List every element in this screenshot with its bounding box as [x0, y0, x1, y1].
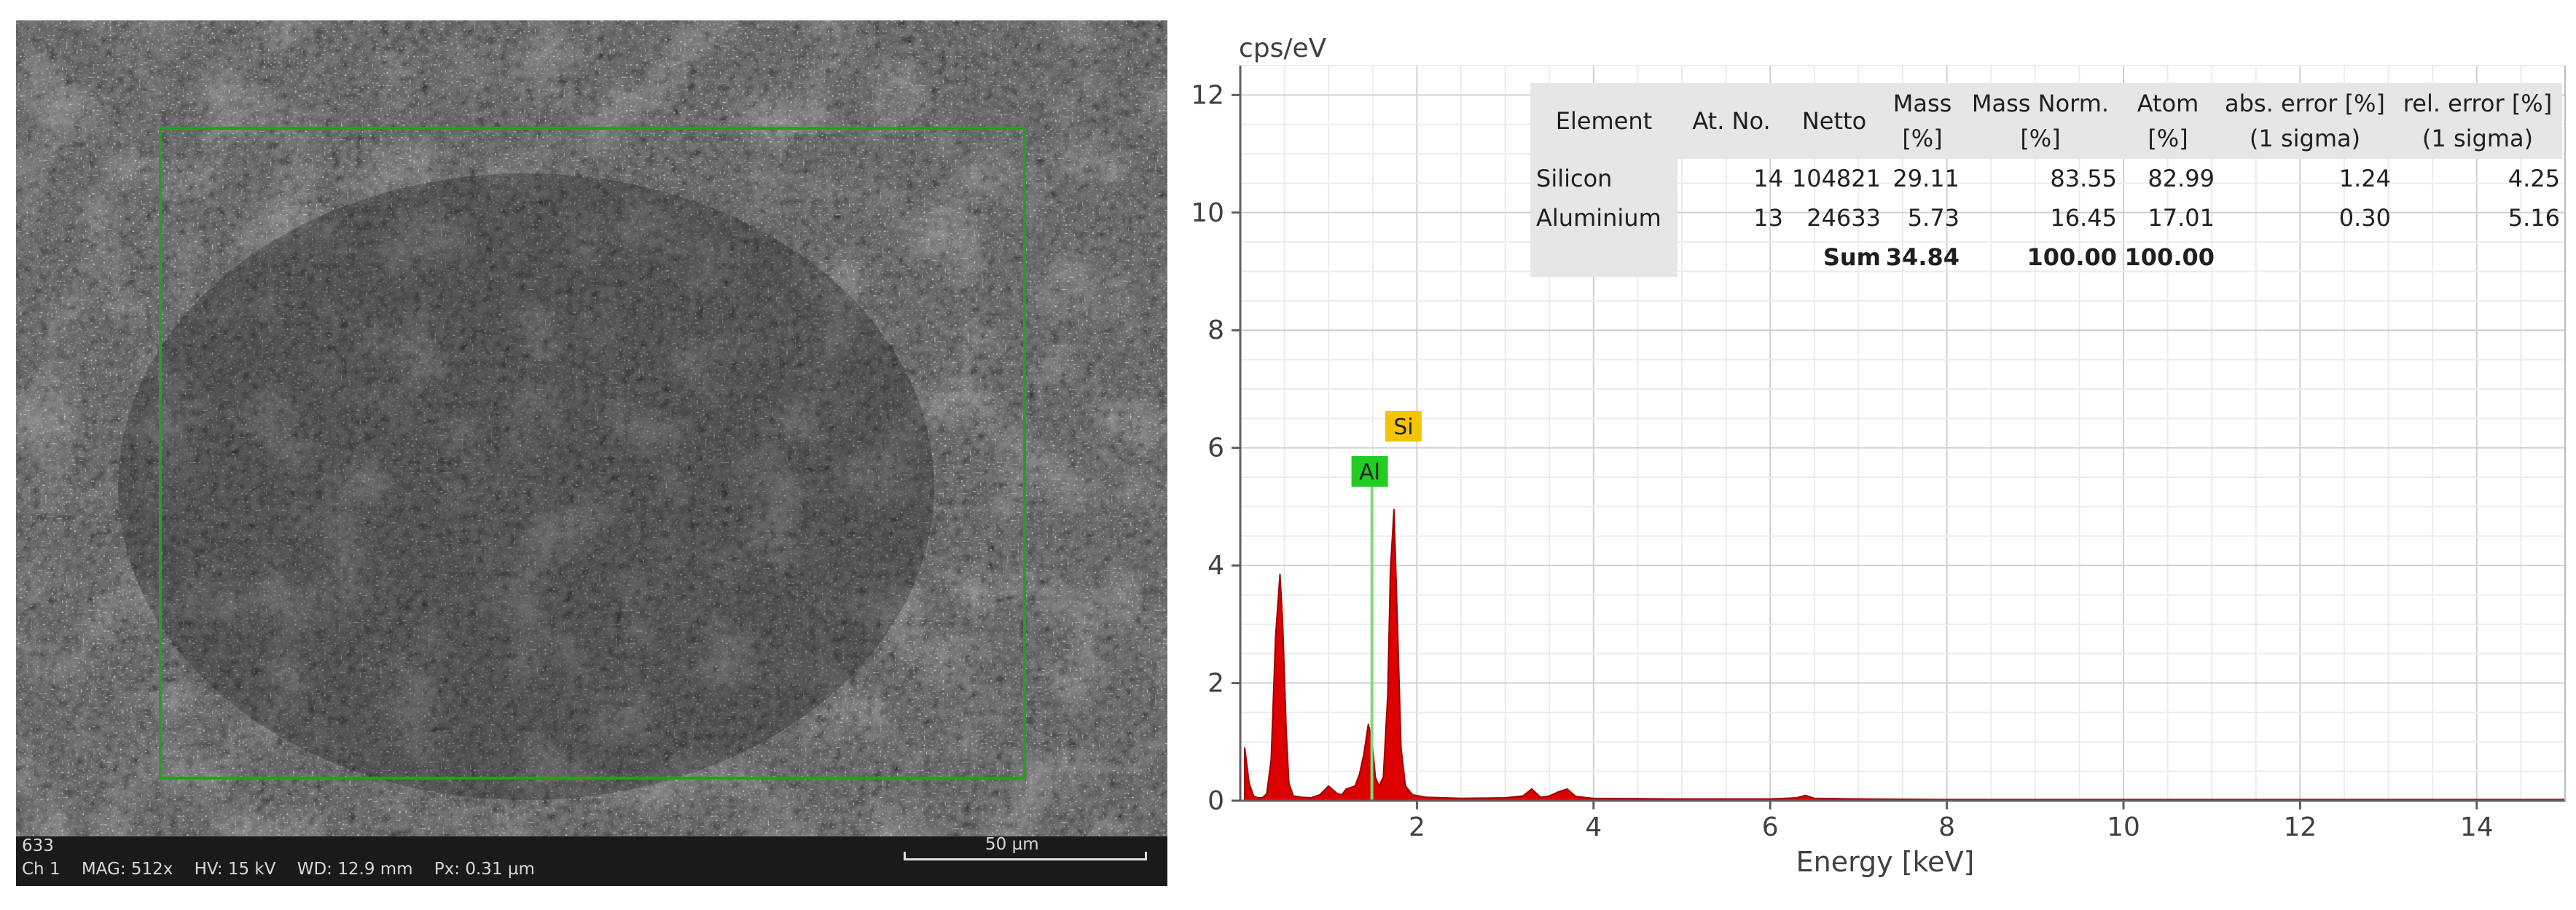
quantification-table: Element At. No. Netto Mass [%] Mass Norm.… [1530, 83, 2562, 277]
header-mass: Mass [%] [1892, 90, 1952, 152]
scale-bar [904, 852, 1147, 860]
y-tick-label: 2 [1207, 669, 1224, 699]
cell-mass-norm: 83.55 [2050, 165, 2117, 192]
table-row: Aluminium 13 24633 5.73 16.45 17.01 0.30… [1530, 198, 2562, 238]
cell-blank [1677, 238, 1785, 277]
element-marker-si [1385, 411, 1422, 442]
sem-micrograph-image [16, 20, 1167, 836]
cell-abs-error: 1.24 [2338, 165, 2391, 192]
table-row: Silicon 14 104821 29.11 83.55 82.99 1.24… [1530, 159, 2562, 198]
header-netto: Netto [1801, 107, 1867, 135]
roi-frame [159, 127, 1026, 780]
header-abs-error: abs. error [%] (1 sigma) [2225, 90, 2385, 152]
table-header-row: Element At. No. Netto Mass [%] Mass Norm.… [1530, 83, 2562, 159]
grid-layer [1240, 65, 2566, 801]
sum-mass: 34.84 [1885, 243, 1960, 271]
table-sum-row: Sum 34.84 100.00 100.00 [1530, 238, 2562, 277]
y-tick-label: 8 [1207, 315, 1224, 345]
header-atom: Atom [%] [2137, 90, 2199, 152]
sem-micrograph-panel: 633 Ch 1 MAG: 512x HV: 15 kV WD: 12.9 mm… [16, 20, 1167, 886]
header-mass-norm: Mass Norm. [%] [1971, 90, 2110, 152]
sum-atom: 100.00 [2124, 243, 2215, 271]
x-tick-label: 10 [2107, 812, 2140, 842]
element-marker-al [1351, 456, 1388, 487]
cell-atom: 17.01 [2148, 204, 2215, 232]
y-tick-label: 6 [1207, 434, 1224, 463]
sem-acquisition-info: Ch 1 MAG: 512x HV: 15 kV WD: 12.9 mm Px:… [22, 860, 535, 879]
cell-element: Silicon [1530, 159, 1677, 198]
cell-netto: 24633 [1806, 204, 1881, 232]
spectrum-series [1244, 509, 2566, 801]
scale-bar-label: 50 µm [985, 835, 1039, 854]
x-tick-label: 6 [1762, 812, 1779, 842]
y-tick-label: 0 [1207, 786, 1224, 816]
header-atomic-number: At. No. [1692, 107, 1771, 135]
cell-rel-error: 4.25 [2508, 165, 2560, 192]
cell-mass: 5.73 [1907, 204, 1960, 232]
axis-layer: 0 2 4 6 8 10 12 2 4 6 8 10 12 14 [1191, 66, 2566, 842]
y-axis-label: cps/eV [1239, 34, 1327, 63]
y-tick-label: 10 [1191, 198, 1224, 228]
sum-label: Sum [1823, 243, 1881, 271]
sem-frame-label: 633 [22, 836, 54, 855]
header-rel-error: rel. error [%] (1 sigma) [2403, 90, 2553, 152]
element-marker-label: Si [1393, 415, 1413, 440]
plot-layer: Al Si [1244, 411, 2566, 801]
cell-mass-norm: 16.45 [2050, 204, 2117, 232]
cell-atom: 82.99 [2148, 165, 2215, 192]
y-tick-label: 12 [1191, 80, 1224, 110]
header-element: Element [1555, 107, 1653, 135]
sum-mass-norm: 100.00 [2027, 243, 2117, 271]
x-tick-label: 8 [1938, 812, 1955, 842]
element-marker-label: Al [1359, 460, 1380, 485]
x-axis-label: Energy [keV] [1796, 846, 1975, 878]
cell-blank [2393, 238, 2562, 277]
edx-spectrum-chart: Al Si 0 2 4 6 8 10 12 2 4 6 8 10 12 14 cps/eV Energy [… [1191, 34, 2566, 878]
cell-atomic-number: 13 [1753, 204, 1783, 232]
cell-element: Aluminium [1530, 198, 1677, 238]
cell-abs-error: 0.30 [2338, 204, 2391, 232]
x-tick-label: 4 [1585, 812, 1602, 842]
cell-rel-error: 5.16 [2508, 204, 2560, 232]
y-tick-label: 4 [1207, 551, 1224, 581]
cell-blank [1530, 238, 1677, 277]
x-tick-label: 2 [1409, 812, 1425, 842]
cell-netto: 104821 [1791, 165, 1881, 192]
sem-info-bar [16, 836, 1167, 886]
cell-blank [2217, 238, 2393, 277]
cell-mass: 29.11 [1892, 165, 1960, 192]
x-tick-label: 14 [2460, 812, 2494, 842]
cell-atomic-number: 14 [1753, 165, 1783, 192]
x-tick-label: 12 [2283, 812, 2317, 842]
